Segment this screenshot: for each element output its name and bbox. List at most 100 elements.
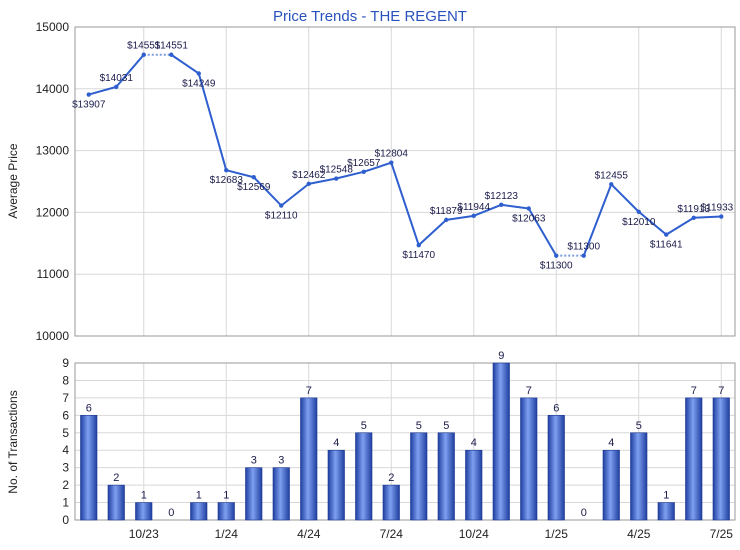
bar-value-label: 5 [636, 420, 642, 432]
x-axis-ticks: 10/23 1/24 4/24 7/24 10/24 1/25 4/25 7/25 [129, 527, 734, 541]
price-data-label: $11300 [567, 242, 600, 253]
price-data-label: $14031 [100, 73, 134, 84]
transactions-y-tick-label: 0 [62, 513, 69, 527]
x-tick-label: 4/24 [297, 527, 321, 541]
price-point [279, 203, 284, 208]
price-data-label: $12657 [347, 158, 381, 169]
transaction-bar [547, 415, 565, 521]
price-point [636, 209, 641, 214]
bar-value-label: 0 [168, 507, 174, 519]
transaction-bar [135, 502, 153, 521]
price-point [444, 217, 449, 223]
price-y-tick-label: 15000 [36, 20, 70, 34]
price-data-label: $13907 [72, 100, 106, 111]
price-point [389, 160, 394, 165]
transaction-bar [190, 502, 208, 521]
price-point [471, 213, 476, 219]
price-point [169, 52, 174, 57]
price-point [196, 71, 201, 76]
price-point [141, 52, 146, 57]
bar-value-label: 9 [498, 350, 504, 362]
price-point [114, 84, 119, 90]
price-line-segment [197, 73, 228, 171]
transaction-bar [437, 432, 455, 521]
transaction-bar [465, 449, 483, 521]
price-point [499, 202, 504, 207]
bar-value-label: 7 [526, 385, 532, 397]
transaction-bar [300, 397, 318, 521]
price-data-label: $11641 [650, 240, 683, 251]
price-line-segment [390, 162, 420, 246]
transaction-bar [217, 502, 235, 521]
bar-value-label: 4 [471, 437, 477, 449]
price-data-label: $11944 [457, 202, 490, 213]
transactions-y-tick-label: 9 [62, 356, 69, 370]
price-line-segment [638, 211, 667, 236]
bar-value-label: 4 [333, 437, 339, 449]
transaction-bar [382, 484, 400, 521]
price-y-tick-label: 14000 [36, 82, 70, 96]
transactions-y-tick-label: 4 [62, 443, 69, 457]
transactions-y-ticks: 0 1 2 3 4 5 6 7 8 9 [62, 356, 69, 527]
transactions-y-tick-label: 5 [62, 426, 69, 440]
transactions-y-tick-label: 3 [62, 461, 69, 475]
bar-value-label: 5 [416, 420, 422, 432]
price-y-ticks: 10000 11000 12000 13000 14000 15000 [36, 20, 70, 343]
bar-value-label: 2 [388, 472, 394, 484]
price-grid [75, 26, 735, 337]
price-y-tick-label: 12000 [36, 205, 70, 219]
bar-value-label: 1 [663, 490, 669, 502]
price-data-label: $11913 [677, 204, 710, 215]
price-point [664, 232, 669, 237]
transaction-bar [520, 397, 538, 521]
transaction-bar [657, 502, 675, 521]
price-line: $13907$14031$14551$14551$14249$12683$125… [72, 41, 734, 272]
transaction-bar [245, 467, 263, 521]
transaction-bar [712, 397, 730, 521]
transaction-bar [492, 362, 510, 521]
price-point [251, 175, 256, 180]
price-point [416, 242, 421, 248]
transactions-y-tick-label: 1 [62, 496, 69, 510]
x-tick-label: 1/25 [545, 527, 569, 541]
price-line-segment [88, 85, 117, 96]
bar-value-label: 3 [278, 455, 284, 467]
bar-value-label: 1 [196, 490, 202, 502]
bar-value-label: 5 [361, 420, 367, 432]
price-line-segment [336, 170, 364, 180]
bar-value-label: 3 [251, 455, 257, 467]
price-data-label: $12548 [320, 165, 354, 176]
transactions-y-tick-label: 2 [62, 478, 69, 492]
x-tick-label: 7/24 [380, 527, 404, 541]
price-data-label: $12683 [210, 175, 244, 186]
transaction-bar [410, 432, 428, 521]
bar-value-label: 7 [306, 385, 312, 397]
bar-value-label: 5 [443, 420, 449, 432]
price-line-segment [665, 216, 695, 236]
bar-value-label: 1 [223, 490, 229, 502]
bar-value-label: 2 [113, 472, 119, 484]
price-data-label: $14249 [182, 78, 216, 89]
price-line-segment [582, 183, 613, 257]
price-line-segment [115, 54, 145, 88]
price-y-tick-label: 10000 [36, 329, 70, 343]
price-data-label: $12804 [375, 149, 409, 160]
price-point [691, 215, 696, 220]
price-point [719, 214, 724, 219]
price-line-segment [280, 183, 310, 207]
price-data-label: $12455 [595, 170, 629, 181]
price-line-segment [253, 176, 282, 207]
transactions-y-tick-label: 6 [62, 408, 69, 422]
price-data-label: $12063 [512, 214, 546, 225]
price-point [86, 92, 91, 97]
price-line-segment [473, 203, 502, 217]
transactions-y-tick-label: 7 [62, 391, 69, 405]
price-data-label: $14551 [155, 41, 189, 52]
price-data-label: $11470 [402, 250, 435, 261]
transactions-plot-frame [74, 362, 736, 521]
price-line-segment [226, 169, 254, 179]
x-tick-label: 7/25 [710, 527, 734, 541]
bar-value-label: 6 [86, 402, 92, 414]
transaction-bar [272, 467, 290, 521]
